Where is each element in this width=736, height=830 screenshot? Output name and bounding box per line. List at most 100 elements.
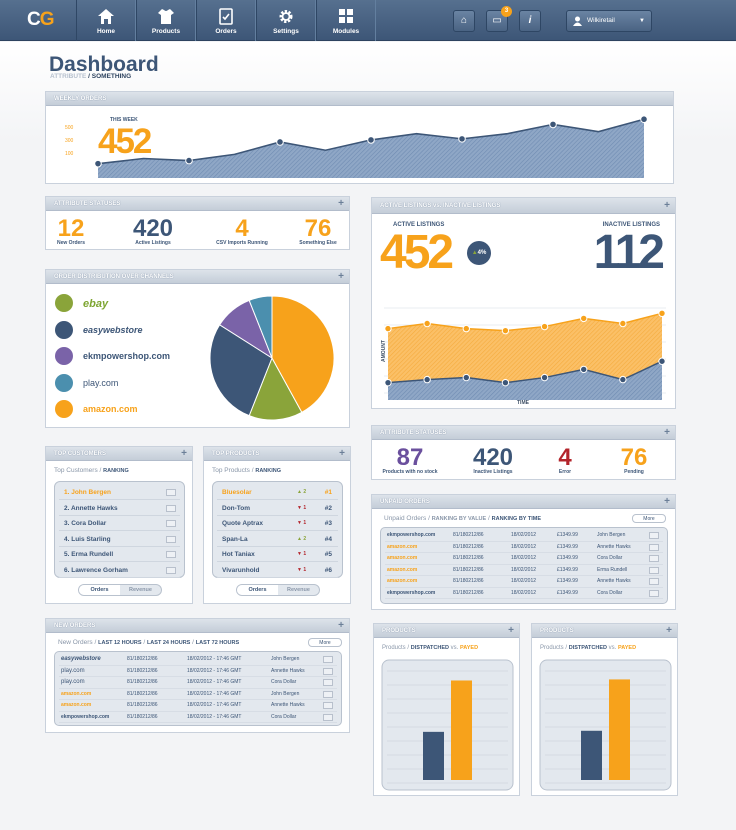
table-row[interactable]: amazon.com 81/180212/86 18/02/2012 £1349.99…: [385, 565, 663, 576]
table-row[interactable]: play.com 81/180212/86 18/02/2012 - 17:46 G…: [59, 666, 337, 677]
list-item[interactable]: 4. Luis Starling: [59, 532, 180, 547]
plus-icon[interactable]: +: [508, 625, 514, 636]
table-row[interactable]: amazon.com 81/180212/86 18/02/2012 £1349.99…: [385, 542, 663, 553]
data-point[interactable]: [94, 159, 102, 168]
plus-icon[interactable]: +: [338, 198, 344, 209]
channel-name[interactable]: amazon.com: [83, 404, 138, 414]
nav-modules[interactable]: Modules: [316, 0, 376, 41]
list-item[interactable]: Quote Aptrax ▼ 1 #3: [217, 516, 338, 531]
breadcrumb-item[interactable]: ATTRIBUTE: [50, 73, 87, 80]
data-point[interactable]: [658, 309, 666, 318]
toggle-revenue[interactable]: Revenue: [287, 587, 310, 593]
more-button[interactable]: More: [308, 638, 342, 647]
mail-icon[interactable]: [323, 679, 333, 686]
list-item[interactable]: Span-La ▲ 2 #4: [217, 532, 338, 547]
plus-icon[interactable]: +: [664, 200, 670, 211]
plus-icon[interactable]: +: [339, 448, 345, 459]
mail-icon[interactable]: [166, 535, 176, 543]
mail-icon[interactable]: [323, 713, 333, 721]
bar[interactable]: [581, 730, 602, 780]
data-point[interactable]: [549, 120, 557, 129]
filter-12h[interactable]: LAST 12 HOURS: [98, 640, 142, 646]
mail-icon[interactable]: [166, 551, 176, 558]
table-row[interactable]: ekmpowershop.com 81/180212/86 18/02/2012 £1…: [385, 588, 663, 599]
table-row[interactable]: ekmpowershop.com 81/180212/86 18/02/2012 -…: [59, 712, 337, 723]
orders-revenue-toggle[interactable]: Orders Revenue: [78, 584, 162, 596]
plus-icon[interactable]: +: [666, 625, 672, 636]
subtitle-ranking[interactable]: RANKING: [255, 468, 282, 474]
plus-icon[interactable]: +: [338, 620, 344, 631]
nav-settings[interactable]: Settings: [256, 0, 316, 41]
mail-icon[interactable]: [166, 504, 176, 512]
mail-icon[interactable]: [166, 489, 176, 496]
list-item[interactable]: 2. Annette Hawks: [59, 501, 180, 516]
data-point[interactable]: [384, 324, 392, 333]
list-item[interactable]: 1. John Bergen: [59, 485, 180, 500]
data-point[interactable]: [185, 156, 193, 165]
data-point[interactable]: [580, 314, 588, 323]
data-point[interactable]: [640, 115, 648, 124]
list-item[interactable]: 3. Cora Dollar: [59, 516, 180, 531]
user-menu[interactable]: Wilkiretail ▼: [566, 10, 652, 32]
data-point[interactable]: [423, 319, 431, 328]
mail-icon[interactable]: [166, 520, 176, 527]
bar[interactable]: [609, 679, 630, 780]
list-item[interactable]: 6. Lawrence Gorham: [59, 563, 180, 578]
plus-icon[interactable]: +: [664, 496, 670, 507]
data-point[interactable]: [462, 373, 470, 382]
mail-icon[interactable]: [649, 543, 659, 551]
channel-name[interactable]: ekmpowershop.com: [83, 351, 171, 361]
bar[interactable]: [423, 731, 444, 780]
table-row[interactable]: amazon.com 81/180212/86 18/02/2012 - 17:46…: [59, 700, 337, 712]
subtitle-ranking[interactable]: RANKING: [103, 468, 129, 474]
data-point[interactable]: [462, 324, 470, 333]
orders-revenue-toggle[interactable]: Orders Revenue: [236, 584, 320, 596]
nav-orders[interactable]: Orders: [196, 0, 256, 41]
sort-by-time[interactable]: RANKING BY TIME: [491, 516, 542, 522]
mail-icon[interactable]: [166, 566, 176, 574]
list-item[interactable]: Vivarunhold ▼ 1 #6: [217, 563, 338, 578]
data-point[interactable]: [276, 138, 284, 146]
plus-icon[interactable]: +: [664, 427, 670, 438]
filter-72h[interactable]: LAST 72 HOURS: [195, 640, 240, 646]
app-logo[interactable]: CG: [27, 9, 55, 31]
pie-slice[interactable]: [271, 295, 335, 414]
toggle-orders[interactable]: Orders: [79, 585, 120, 595]
data-point[interactable]: [658, 357, 666, 365]
table-row[interactable]: easywebstore 81/180212/86 18/02/2012 - 17:…: [59, 654, 337, 666]
info-button[interactable]: i: [519, 10, 541, 32]
plus-icon[interactable]: +: [338, 271, 344, 282]
table-row[interactable]: amazon.com 81/180212/86 18/02/2012 - 17:46…: [59, 689, 337, 700]
data-point[interactable]: [540, 322, 549, 331]
table-row[interactable]: amazon.com 81/180212/86 18/02/2012 £1349.99…: [385, 553, 663, 565]
mail-icon[interactable]: [649, 532, 659, 539]
sort-by-value[interactable]: RANKING BY VALUE: [431, 516, 487, 522]
mail-icon[interactable]: [323, 690, 333, 698]
mail-icon[interactable]: [649, 589, 659, 597]
more-button[interactable]: More: [632, 514, 666, 523]
pie-slice[interactable]: [209, 324, 273, 417]
channel-name[interactable]: play.com: [83, 377, 119, 388]
data-point[interactable]: [458, 135, 466, 143]
data-point[interactable]: [367, 136, 375, 144]
mail-icon[interactable]: [649, 555, 659, 562]
nav-home[interactable]: Home: [76, 0, 136, 41]
mail-icon[interactable]: [323, 667, 333, 675]
toggle-orders[interactable]: Orders: [237, 585, 278, 595]
pie-slice[interactable]: [248, 356, 303, 421]
list-item[interactable]: Don-Tom ▼ 1 #2: [217, 501, 338, 516]
home-button[interactable]: ⌂: [453, 10, 475, 32]
channel-name[interactable]: ebay: [83, 298, 109, 310]
toggle-revenue[interactable]: Revenue: [129, 587, 152, 593]
filter-24h[interactable]: LAST 24 HOURS: [146, 640, 191, 646]
data-point[interactable]: [540, 373, 549, 382]
list-item[interactable]: Hot Taniax ▼ 1 #5: [217, 547, 338, 562]
mail-icon[interactable]: [649, 578, 659, 585]
data-point[interactable]: [384, 378, 392, 387]
list-item[interactable]: 5. Erma Rundell: [59, 547, 180, 562]
mail-icon[interactable]: [323, 656, 333, 663]
channel-name[interactable]: easywebstore: [83, 324, 143, 335]
data-point[interactable]: [501, 378, 510, 387]
mail-icon[interactable]: [323, 702, 333, 709]
data-point[interactable]: [619, 319, 627, 328]
